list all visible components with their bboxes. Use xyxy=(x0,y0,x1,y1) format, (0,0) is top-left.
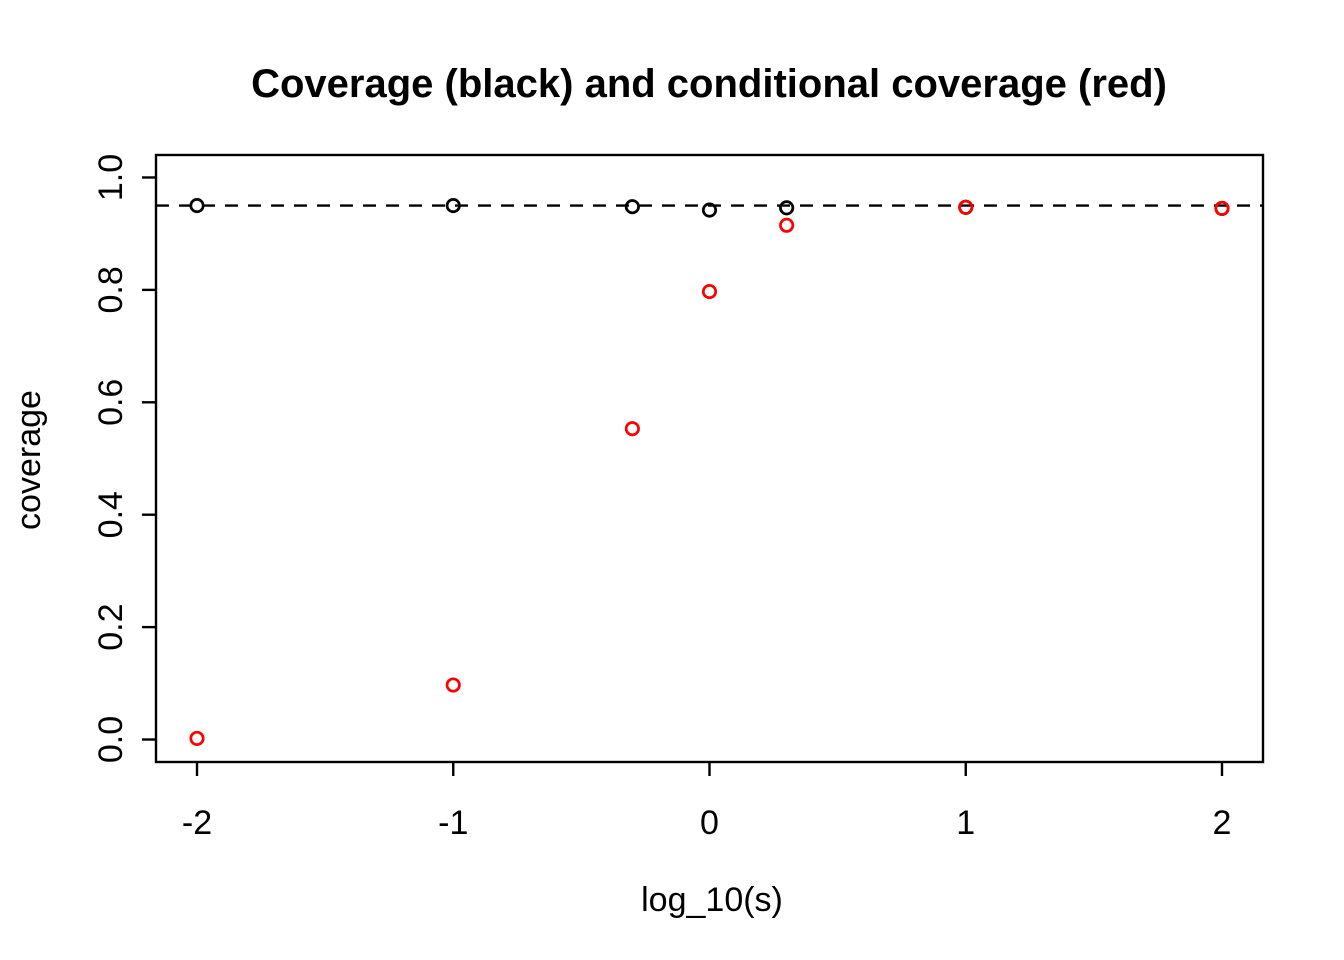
x-tick-label: 2 xyxy=(1213,804,1232,842)
plot-box xyxy=(154,153,1265,764)
x-tick-label: 1 xyxy=(956,804,975,842)
y-tick-label: 0.8 xyxy=(92,266,130,313)
data-point-black xyxy=(445,198,461,214)
data-point-red xyxy=(624,421,640,437)
y-tick-label: 1.0 xyxy=(92,154,130,201)
data-point-red xyxy=(189,730,205,746)
data-point-red xyxy=(779,217,795,233)
x-axis-ticks: -2 -1 0 1 2 xyxy=(182,762,1232,842)
data-point-red xyxy=(1214,200,1230,216)
x-tick-label: -2 xyxy=(182,804,212,842)
y-axis-label: coverage xyxy=(10,390,48,530)
y-tick-label: 0.0 xyxy=(92,716,130,763)
y-axis-ticks: 0.0 0.2 0.4 0.6 0.8 1.0 xyxy=(92,154,156,763)
y-tick-label: 0.4 xyxy=(92,491,130,538)
data-point-black xyxy=(189,198,205,214)
data-point-black xyxy=(701,202,718,218)
data-point-red xyxy=(701,284,718,300)
x-axis-label: log_10(s) xyxy=(641,881,783,919)
data-point-red xyxy=(958,199,974,215)
data-point-black xyxy=(624,199,640,215)
y-tick-label: 0.2 xyxy=(92,603,130,650)
y-tick-label: 0.6 xyxy=(92,379,130,426)
x-tick-label: 0 xyxy=(700,804,719,842)
series-points xyxy=(189,198,1230,746)
data-point-black xyxy=(779,200,795,216)
data-point-red xyxy=(445,677,461,693)
x-tick-label: -1 xyxy=(438,804,468,842)
plot-title: Coverage (black) and conditional coverag… xyxy=(251,62,1167,106)
